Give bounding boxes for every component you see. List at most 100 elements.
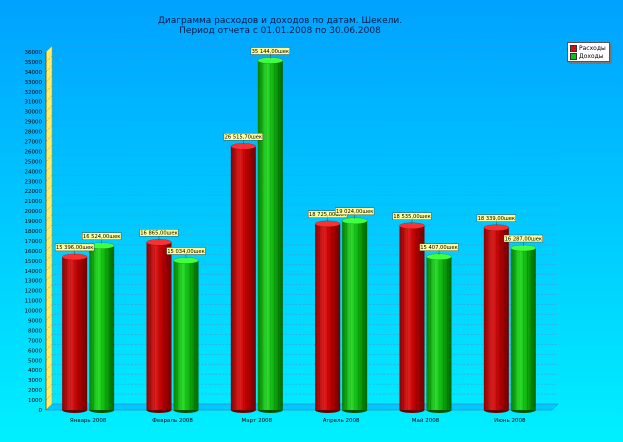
- y-tick-label: 0: [39, 408, 43, 414]
- bar-income: [173, 257, 199, 413]
- x-tick-label: Май 2008: [412, 417, 440, 424]
- gridline: [45, 403, 558, 411]
- y-tick-label: 21000: [25, 199, 43, 205]
- gridline: [45, 324, 558, 331]
- y-tick-label: 15000: [25, 259, 43, 265]
- bar-expenses: [230, 143, 257, 413]
- y-tick-label: 22000: [25, 189, 43, 195]
- gridline: [45, 125, 558, 132]
- gridline: [45, 244, 558, 252]
- legend-swatch-income: [570, 52, 577, 60]
- data-label-income: 16 287,00шек: [503, 234, 543, 247]
- svg-text:15 034,00шек: 15 034,00шек: [167, 249, 204, 255]
- bar-expenses: [314, 220, 341, 413]
- y-tick-label: 16000: [25, 249, 43, 255]
- svg-text:16 865,00шек: 16 865,00шек: [140, 231, 177, 237]
- gridline: [45, 115, 558, 122]
- y-tick-label: 2000: [28, 388, 42, 394]
- gridline: [45, 85, 558, 92]
- data-label-income: 19 024,00шек: [335, 207, 375, 219]
- gridline: [45, 65, 558, 73]
- gridline: [45, 274, 558, 281]
- gridline: [45, 204, 558, 212]
- data-label-income: 15 407,00шек: [419, 243, 459, 255]
- y-tick-label: 1000: [28, 398, 42, 404]
- svg-text:16 287,00шек: 16 287,00шек: [505, 236, 542, 242]
- y-tick-label: 32000: [25, 90, 43, 96]
- data-label-expenses: 26 515,70шек: [223, 133, 263, 145]
- gridline: [45, 184, 558, 192]
- gridline: [45, 373, 558, 381]
- y-tick-label: 13000: [25, 279, 43, 285]
- x-tick-label: Апрель 2008: [323, 418, 360, 424]
- gridline: [45, 383, 558, 391]
- svg-text:16 524,00шек: 16 524,00шек: [83, 234, 120, 240]
- svg-text:35 144,00шек: 35 144,00шек: [252, 49, 289, 55]
- legend-swatch-expenses: [570, 44, 577, 52]
- y-tick-label: 6000: [28, 348, 42, 354]
- y-tick-label: 23000: [25, 179, 43, 185]
- y-tick-label: 30000: [25, 110, 43, 116]
- legend-item-expenses: Расходы: [570, 44, 606, 52]
- svg-text:19 024,00шек: 19 024,00шек: [336, 209, 373, 215]
- y-tick-label: 27000: [25, 140, 43, 146]
- gridline: [45, 254, 558, 262]
- y-tick-label: 31000: [25, 100, 43, 106]
- bar-expenses: [483, 224, 510, 413]
- data-label-expenses: 16 865,00шек: [139, 229, 179, 241]
- gridline: [45, 224, 558, 232]
- y-tick-label: 9000: [28, 319, 42, 325]
- x-tick-label: Февраль 2008: [152, 418, 193, 424]
- gridline: [45, 165, 558, 172]
- legend-label-expenses: Расходы: [579, 44, 606, 52]
- svg-text:15 407,00шек: 15 407,00шек: [420, 245, 457, 251]
- bar-expenses: [61, 253, 88, 413]
- bar-expenses: [399, 222, 425, 413]
- gridline: [45, 45, 558, 53]
- bar-income: [88, 242, 115, 413]
- svg-text:18 535,00шек: 18 535,00шек: [393, 214, 430, 220]
- legend-label-income: Доходы: [579, 52, 604, 60]
- chart-title-line2: Период отчета с 01.01.2008 по 30.06.2008: [179, 26, 381, 36]
- bar-income: [510, 244, 537, 413]
- y-tick-label: 19000: [25, 219, 43, 225]
- data-label-income: 15 034,00шек: [166, 247, 206, 259]
- legend: Расходы Доходы: [567, 42, 610, 62]
- y-tick-label: 26000: [25, 149, 43, 155]
- x-tick-label: Март 2008: [242, 418, 273, 424]
- data-label-expenses: 18 339,00шек: [476, 214, 516, 226]
- data-label-expenses: 18 535,00шек: [392, 212, 432, 224]
- gridline: [45, 214, 558, 222]
- bar-income: [426, 253, 452, 413]
- x-tick-label: Январь 2008: [70, 418, 107, 424]
- y-tick-label: 36000: [25, 50, 43, 56]
- gridline: [45, 304, 558, 311]
- gridline: [45, 194, 558, 202]
- gridline: [45, 264, 558, 271]
- data-label-income: 16 524,00шек: [82, 232, 122, 244]
- y-tick-label: 8000: [28, 328, 42, 334]
- legend-item-income: Доходы: [570, 52, 603, 60]
- gridline: [45, 294, 558, 301]
- y-tick-label: 18000: [25, 229, 43, 235]
- y-tick-label: 24000: [25, 169, 43, 175]
- y-tick-label: 29000: [25, 120, 43, 126]
- y-tick-label: 17000: [25, 239, 43, 245]
- gridline: [45, 155, 558, 162]
- svg-text:26 515,70шек: 26 515,70шек: [225, 135, 262, 141]
- gridline: [45, 334, 558, 341]
- y-tick-label: 25000: [25, 159, 43, 165]
- gridline: [45, 135, 558, 142]
- y-tick-label: 12000: [25, 289, 43, 295]
- y-tick-label: 14000: [25, 269, 43, 275]
- chart-floor: [45, 403, 559, 411]
- y-tick-label: 7000: [28, 338, 42, 344]
- y-tick-label: 5000: [28, 358, 42, 364]
- svg-text:18 725,00шек: 18 725,00шек: [309, 212, 346, 218]
- gridline: [45, 75, 558, 83]
- gridline: [45, 145, 558, 152]
- y-tick-label: 33000: [25, 80, 43, 86]
- gridline: [45, 55, 558, 63]
- y-tick-label: 20000: [25, 209, 43, 215]
